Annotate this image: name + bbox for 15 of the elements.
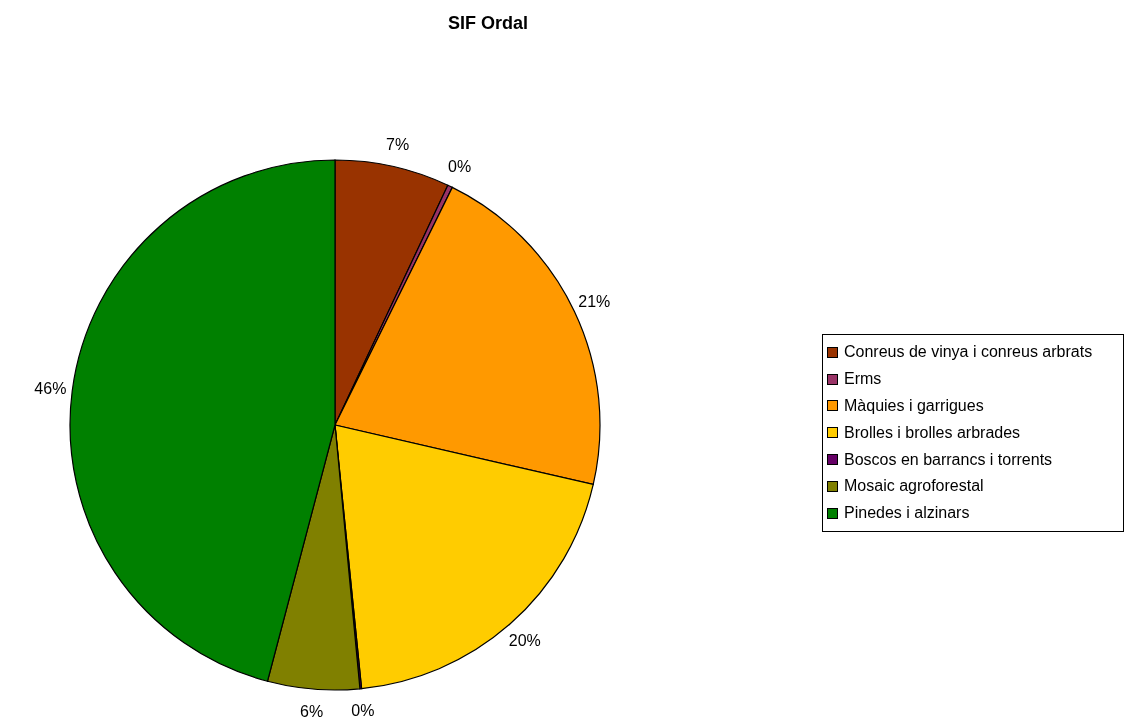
data-label: 46% xyxy=(34,379,67,397)
data-label: 20% xyxy=(508,631,541,649)
data-label: 0% xyxy=(448,157,472,175)
data-label: 0% xyxy=(351,702,375,720)
legend-label: Boscos en barrancs i torrents xyxy=(844,450,1053,469)
data-label: 6% xyxy=(300,702,324,720)
legend-label: Brolles i brolles arbrades xyxy=(844,423,1021,442)
legend-label: Erms xyxy=(844,370,882,389)
chart-title: SIF Ordal xyxy=(447,13,529,34)
data-label: 21% xyxy=(578,293,611,311)
legend-label: Conreus de vinya i conreus arbrats xyxy=(844,343,1093,362)
legend-label: Pinedes i alzinars xyxy=(844,504,970,523)
legend-label: Màquies i garrigues xyxy=(844,396,984,415)
legend-label: Mosaic agroforestal xyxy=(844,477,984,496)
data-label: 7% xyxy=(386,136,410,154)
